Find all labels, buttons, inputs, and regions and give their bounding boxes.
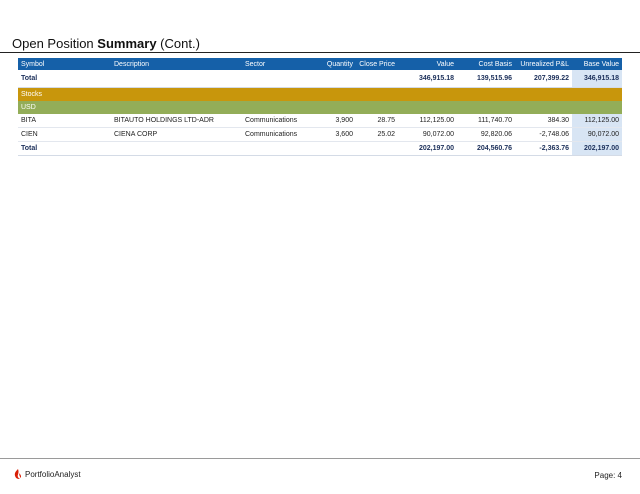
cell-unrealized-pl: 384.30 xyxy=(515,114,572,128)
title-suffix: (Cont.) xyxy=(160,36,200,51)
section-total-unrealized-pl: -2,363.76 xyxy=(515,141,572,156)
title-bold: Summary xyxy=(97,36,157,51)
column-header-symbol[interactable]: Symbol xyxy=(18,58,111,70)
total-label: Total xyxy=(18,70,111,88)
cell-base-value: 90,072.00 xyxy=(572,127,622,142)
table-row: BITA BITAUTO HOLDINGS LTD-ADR Communicat… xyxy=(18,114,622,128)
cell-quantity: 3,900 xyxy=(314,114,356,128)
title-divider xyxy=(0,52,640,53)
cell-unrealized-pl: -2,748.06 xyxy=(515,127,572,142)
currency-row-usd: USD xyxy=(18,101,622,114)
cell-symbol: CIEN xyxy=(18,127,111,142)
flame-logo-icon xyxy=(14,469,22,479)
column-header-close-price[interactable]: Close Price xyxy=(356,58,398,70)
cell-close-price: 28.75 xyxy=(356,114,398,128)
section-row-stocks: Stocks xyxy=(18,87,622,101)
total-cost-basis: 139,515.96 xyxy=(457,70,515,88)
open-position-table: Symbol Description Sector Quantity Close… xyxy=(18,58,622,156)
column-header-quantity[interactable]: Quantity xyxy=(314,58,356,70)
total-value: 346,915.18 xyxy=(398,70,457,88)
table-header-row: Symbol Description Sector Quantity Close… xyxy=(18,58,622,70)
section-total-label: Total xyxy=(18,141,111,156)
section-label: Stocks xyxy=(18,87,622,101)
cell-description: CIENA CORP xyxy=(111,127,242,142)
cell-value: 112,125.00 xyxy=(398,114,457,128)
page-title: Open Position Summary (Cont.) xyxy=(12,36,200,51)
cell-symbol: BITA xyxy=(18,114,111,128)
title-prefix: Open Position xyxy=(12,36,94,51)
total-base-value: 346,915.18 xyxy=(572,70,622,88)
cell-cost-basis: 111,740.70 xyxy=(457,114,515,128)
column-header-cost-basis[interactable]: Cost Basis xyxy=(457,58,515,70)
section-total-value: 202,197.00 xyxy=(398,141,457,156)
brand-logo: PortfolioAnalyst xyxy=(14,469,81,480)
total-unrealized-pl: 207,399.22 xyxy=(515,70,572,88)
column-header-sector[interactable]: Sector xyxy=(242,58,314,70)
column-header-base-value[interactable]: Base Value xyxy=(572,58,622,70)
cell-sector: Communications xyxy=(242,127,314,142)
section-total-cost-basis: 204,560.76 xyxy=(457,141,515,156)
cell-value: 90,072.00 xyxy=(398,127,457,142)
grand-total-row: Total 346,915.18 139,515.96 207,399.22 3… xyxy=(18,70,622,88)
cell-cost-basis: 92,820.06 xyxy=(457,127,515,142)
footer-divider xyxy=(0,458,640,459)
page-number: Page: 4 xyxy=(594,471,622,480)
column-header-description[interactable]: Description xyxy=(111,58,242,70)
cell-sector: Communications xyxy=(242,114,314,128)
cell-base-value: 112,125.00 xyxy=(572,114,622,128)
section-total-base-value: 202,197.00 xyxy=(572,141,622,156)
table-row: CIEN CIENA CORP Communications 3,600 25.… xyxy=(18,127,622,142)
column-header-value[interactable]: Value xyxy=(398,58,457,70)
cell-close-price: 25.02 xyxy=(356,127,398,142)
column-header-unrealized-pl[interactable]: Unrealized P&L xyxy=(515,58,572,70)
section-total-row: Total 202,197.00 204,560.76 -2,363.76 20… xyxy=(18,141,622,156)
currency-label: USD xyxy=(18,101,622,114)
cell-quantity: 3,600 xyxy=(314,127,356,142)
cell-description: BITAUTO HOLDINGS LTD-ADR xyxy=(111,114,242,128)
brand-name: PortfolioAnalyst xyxy=(25,470,81,479)
